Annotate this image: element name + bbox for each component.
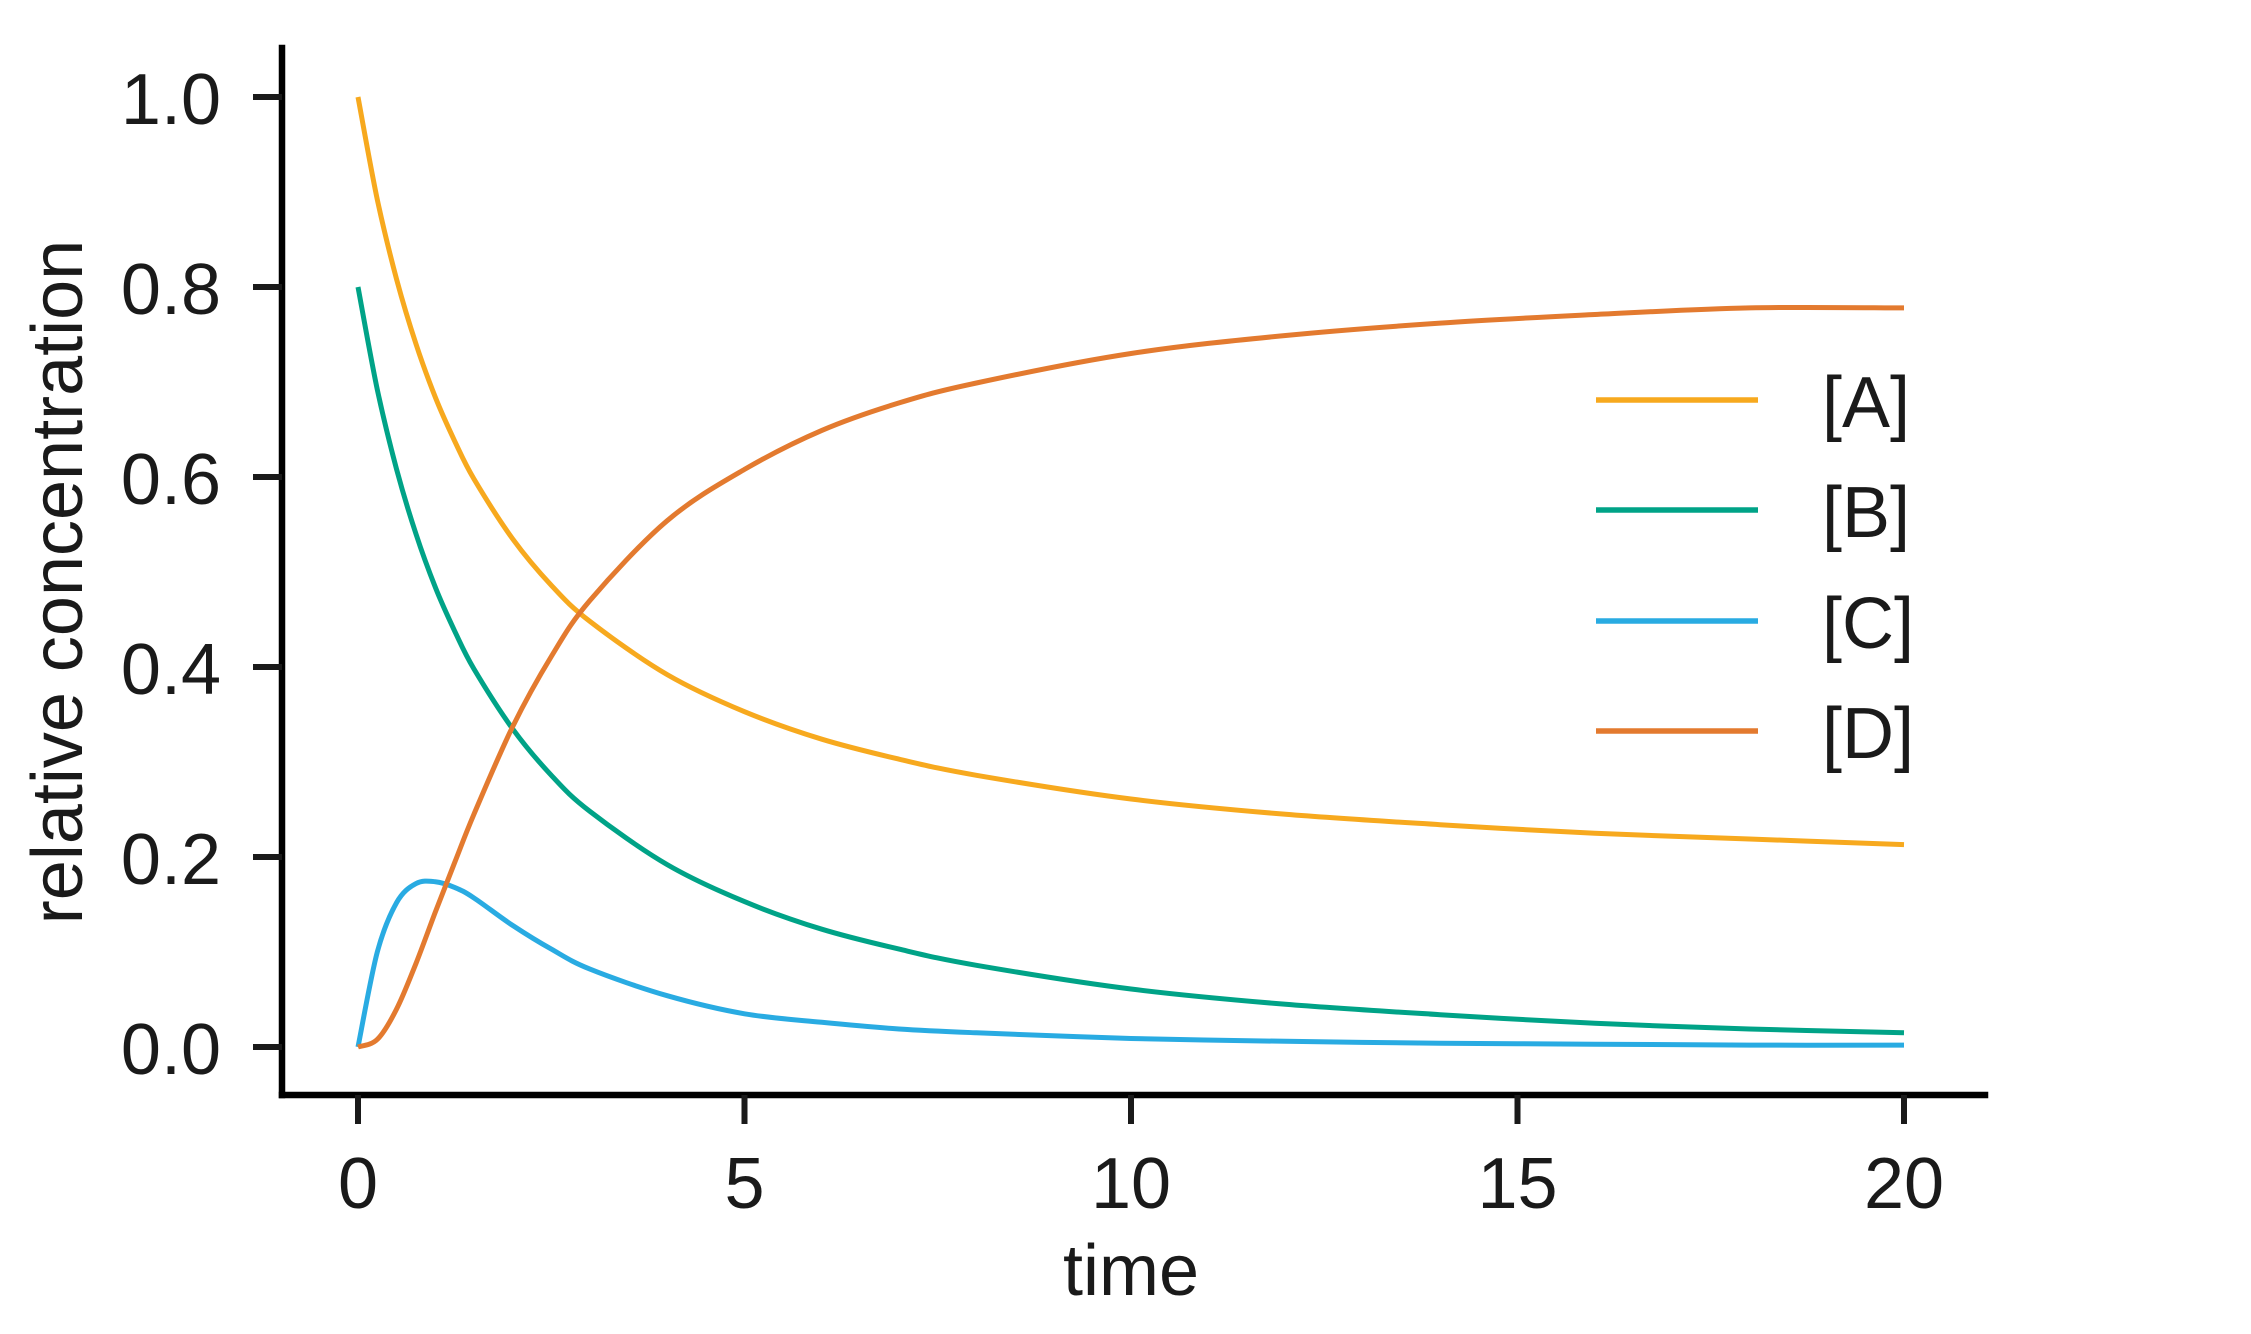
- legend-label-b: [B]: [1822, 473, 1910, 553]
- y-tick-label: 0.0: [121, 1010, 221, 1090]
- legend-item-b: [B]: [1596, 473, 1910, 553]
- y-tick-label: 0.2: [121, 820, 221, 900]
- y-tick-label: 0.8: [121, 250, 221, 330]
- plot-area: [355, 96, 1905, 1050]
- series-line-b: [355, 286, 1905, 1036]
- legend-label-d: [D]: [1822, 694, 1914, 774]
- legend: [A] [B] [C] [D]: [1596, 363, 1914, 774]
- x-axis-ticks: 0 5 10 15 20: [338, 1095, 1944, 1224]
- x-tick-label: 5: [724, 1144, 764, 1224]
- legend-label-a: [A]: [1822, 363, 1910, 443]
- legend-item-a: [A]: [1596, 363, 1910, 443]
- y-tick-label: 0.4: [121, 630, 221, 710]
- x-tick-label: 10: [1091, 1144, 1171, 1224]
- legend-item-d: [D]: [1596, 694, 1914, 774]
- x-axis-label: time: [1063, 1231, 1199, 1311]
- y-tick-label: 0.6: [121, 440, 221, 520]
- x-tick-label: 15: [1477, 1144, 1557, 1224]
- series-line-a: [355, 96, 1905, 848]
- x-tick-label: 20: [1864, 1144, 1944, 1224]
- y-tick-label: 1.0: [121, 60, 221, 140]
- x-tick-label: 0: [338, 1144, 378, 1224]
- y-axis-ticks: 0.0 0.2 0.4 0.6 0.8 1.0: [121, 60, 282, 1090]
- y-axis-label: relative concentration: [18, 240, 98, 924]
- legend-label-c: [C]: [1822, 584, 1914, 664]
- legend-item-c: [C]: [1596, 584, 1914, 664]
- series-line-d: [357, 304, 1905, 1050]
- series-line-c: [355, 878, 1905, 1048]
